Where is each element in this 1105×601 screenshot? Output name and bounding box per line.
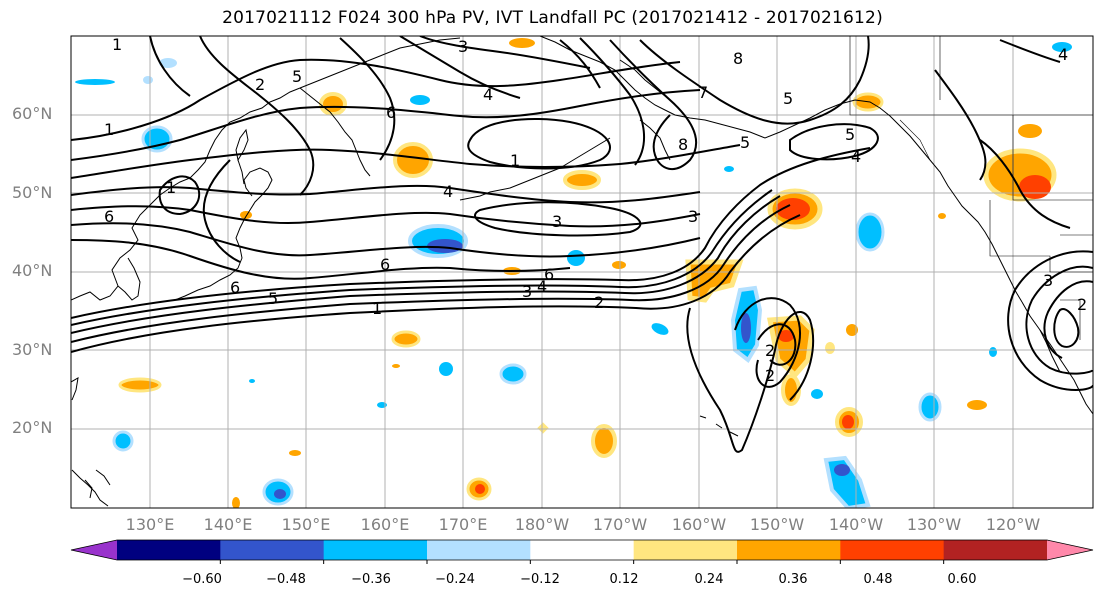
lon-label: 170°W (592, 515, 648, 534)
lon-label: 170°E (438, 515, 488, 534)
grid-lines (71, 36, 1093, 508)
contour-label: 8 (733, 49, 743, 68)
colorbar-tick-label: 0.36 (778, 572, 808, 587)
lon-label: 150°W (749, 515, 805, 534)
contour-label: 5 (845, 125, 855, 144)
pc-shading (75, 38, 1072, 508)
colorbar (70, 539, 1094, 564)
political-borders (849, 36, 1093, 340)
lon-label: 150°E (281, 515, 331, 534)
map-title: 2017021112 F024 300 hPa PV, IVT Landfall… (222, 8, 883, 28)
colorbar-segment (530, 540, 635, 560)
lon-label: 140°E (203, 515, 253, 534)
contour-label: 4 (537, 277, 547, 296)
contour-label: 3 (688, 207, 698, 226)
contour-label: 1 (166, 178, 176, 197)
contour-label: 3 (522, 282, 532, 301)
contour-label: 2 (765, 366, 775, 385)
positive-anomaly-areas (118, 38, 1057, 508)
contour-label: 6 (104, 207, 114, 226)
contour-label: 5 (740, 133, 750, 152)
contour-label: 3 (552, 212, 562, 231)
contour-label: 6 (230, 278, 240, 297)
contour-label: 1 (112, 35, 122, 54)
colorbar-extend-high (1047, 540, 1093, 560)
contour-label: 3 (458, 37, 468, 56)
lon-label: 160°E (360, 515, 410, 534)
colorbar-segment (840, 540, 945, 560)
lon-label: 130°W (906, 515, 962, 534)
colorbar-tick-label: −0.36 (351, 572, 391, 587)
colorbar-segment (633, 540, 738, 560)
lat-label: 40°N (12, 261, 53, 280)
contour-label: 6 (380, 255, 390, 274)
lon-label: 140°W (828, 515, 884, 534)
colorbar-tick-label: 0.12 (609, 572, 639, 587)
contour-label: 5 (783, 89, 793, 108)
lat-label: 50°N (12, 183, 53, 202)
contour-label: 8 (678, 135, 688, 154)
lon-label: 160°W (671, 515, 727, 534)
colorbar-tick-label: 0.48 (863, 572, 893, 587)
pv-contours (71, 36, 1093, 453)
contour-label: 6 (544, 265, 554, 284)
colorbar-tick-label: 0.24 (694, 572, 724, 587)
contour-label: 1 (372, 299, 382, 318)
contour-label: 5 (268, 289, 278, 308)
colorbar-tick-label: −0.60 (182, 572, 222, 587)
contour-labels: 1 2 3 4 5 6 7 8 1 1 4 3 6 5 1 2 3 4 6 1 … (104, 35, 1087, 385)
colorbar-segment (737, 540, 841, 560)
lon-label: 120°W (985, 515, 1041, 534)
lat-label: 30°N (12, 340, 53, 359)
contour-label: 4 (1058, 45, 1068, 64)
lat-label: 60°N (12, 104, 53, 123)
colorbar-tick-label: −0.48 (266, 572, 306, 587)
colorbar-segment (117, 540, 221, 560)
colorbar-extend-low (71, 540, 117, 560)
contour-label: 2 (1077, 295, 1087, 314)
map-frame (70, 35, 1094, 509)
contour-label: 1 (104, 120, 114, 139)
contour-label: 1 (510, 151, 520, 170)
negative-anomaly-areas (75, 42, 1072, 508)
colorbar-segments (117, 540, 1048, 560)
colorbar-segment (323, 540, 428, 560)
colorbar-segment (943, 540, 1048, 560)
contour-label: 4 (443, 182, 453, 201)
contour-label: 5 (292, 67, 302, 86)
lat-label: 20°N (12, 418, 53, 437)
colorbar-tick-label: −0.24 (435, 572, 475, 587)
colorbar-tick-label: 0.60 (947, 572, 977, 587)
lon-label: 130°E (125, 515, 175, 534)
contour-label: 4 (851, 147, 861, 166)
contour-label: 2 (765, 341, 775, 360)
lon-label: 180°W (514, 515, 570, 534)
contour-label: 6 (386, 103, 396, 122)
colorbar-tick-label: −0.12 (520, 572, 560, 587)
contour-label: 7 (698, 83, 708, 102)
contour-label: 3 (1043, 271, 1053, 290)
contour-label: 2 (255, 75, 265, 94)
contour-label: 2 (594, 293, 604, 312)
colorbar-segment (427, 540, 531, 560)
colorbar-segment (220, 540, 325, 560)
contour-label: 4 (483, 85, 493, 104)
